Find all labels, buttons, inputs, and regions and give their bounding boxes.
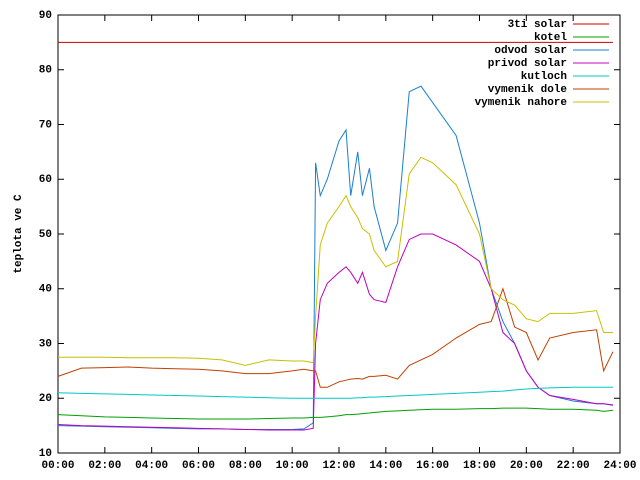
x-tick-label: 18:00 [463, 460, 496, 472]
y-tick-label: 10 [39, 448, 52, 460]
legend-label: kutloch [521, 71, 567, 83]
x-tick-label: 14:00 [369, 460, 402, 472]
series-line [57, 407, 614, 420]
x-tick-label: 02:00 [88, 460, 121, 472]
x-tick-label: 08:00 [229, 460, 262, 472]
y-axis-label: teplota ve C [13, 194, 25, 274]
series-line [57, 233, 614, 431]
x-tick-label: 12:00 [322, 460, 355, 472]
y-tick-label: 50 [39, 229, 52, 241]
legend-label: vymenik dole [488, 84, 568, 96]
x-tick-label: 22:00 [557, 460, 590, 472]
y-tick-label: 80 [39, 65, 52, 77]
x-tick-label: 06:00 [182, 460, 215, 472]
x-tick-label: 16:00 [416, 460, 449, 472]
y-tick-label: 30 [39, 338, 52, 350]
x-tick-label: 04:00 [135, 460, 168, 472]
series-line [57, 287, 614, 388]
legend-label: 3ti solar [508, 19, 567, 31]
y-tick-label: 20 [39, 393, 52, 405]
series-line [58, 156, 613, 366]
legend-label: privod solar [488, 58, 567, 70]
legend-label: kotel [534, 32, 567, 44]
x-tick-label: 00:00 [41, 460, 74, 472]
x-tick-label: 20:00 [510, 460, 543, 472]
x-tick-label: 10:00 [276, 460, 309, 472]
series-line [57, 386, 613, 399]
legend-label: odvod solar [494, 45, 567, 57]
legend-label: vymenik nahore [475, 97, 568, 109]
y-tick-label: 40 [39, 284, 52, 296]
y-tick-label: 90 [39, 10, 52, 22]
series-line [57, 85, 614, 430]
y-tick-label: 60 [39, 174, 52, 186]
y-tick-label: 70 [39, 119, 52, 131]
x-tick-label: 24:00 [603, 460, 636, 472]
